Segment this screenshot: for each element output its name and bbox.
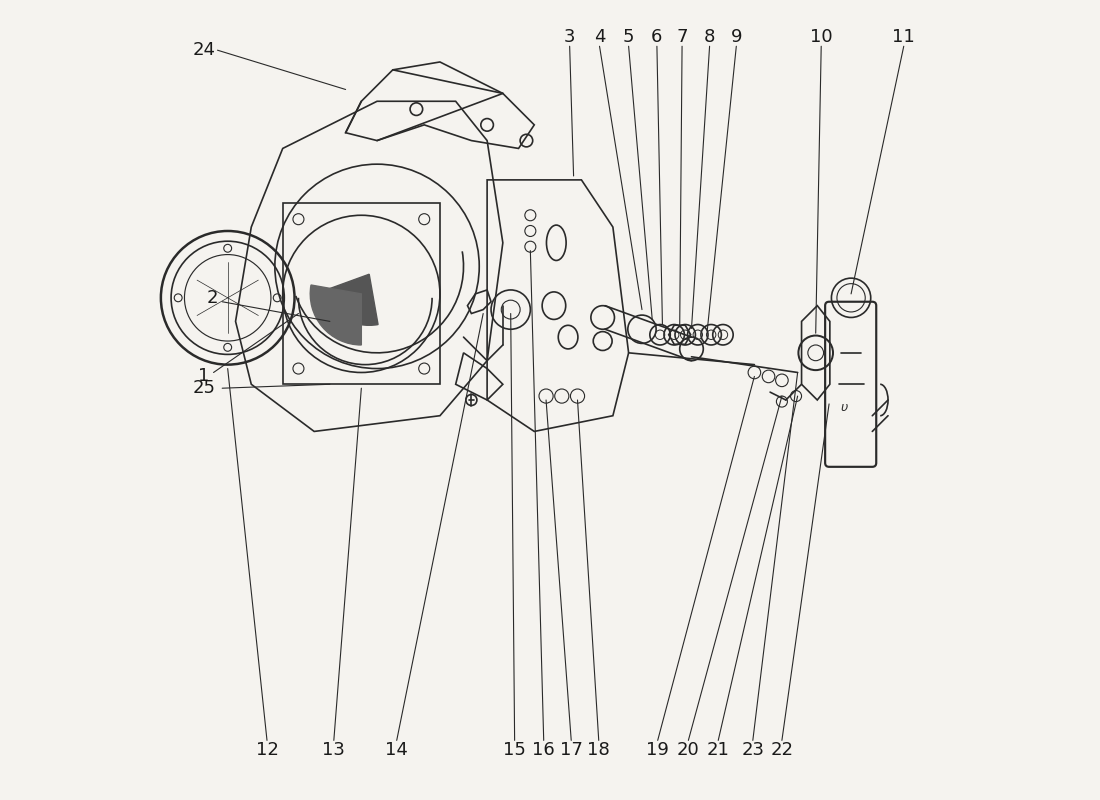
Text: 15: 15 [503, 741, 526, 759]
Text: 13: 13 [322, 741, 345, 759]
Text: 5: 5 [623, 28, 635, 46]
Text: 22: 22 [770, 741, 793, 759]
Text: 4: 4 [594, 28, 605, 46]
Text: 12: 12 [255, 741, 278, 759]
Text: 10: 10 [810, 28, 833, 46]
Text: 21: 21 [707, 741, 729, 759]
Text: 23: 23 [741, 741, 764, 759]
Text: 19: 19 [647, 741, 669, 759]
Text: 6: 6 [651, 28, 662, 46]
Text: 9: 9 [730, 28, 743, 46]
Wedge shape [310, 285, 361, 345]
Text: 1: 1 [198, 367, 210, 386]
Text: 25: 25 [192, 379, 216, 398]
Text: 11: 11 [892, 28, 915, 46]
Text: 14: 14 [385, 741, 408, 759]
Text: 24: 24 [192, 41, 216, 59]
Text: 20: 20 [676, 741, 700, 759]
Text: 3: 3 [564, 28, 575, 46]
Text: 2: 2 [206, 289, 218, 307]
Text: $\upsilon$: $\upsilon$ [840, 402, 849, 414]
Wedge shape [321, 274, 378, 326]
Text: 18: 18 [587, 741, 610, 759]
Text: 16: 16 [532, 741, 556, 759]
Circle shape [318, 290, 326, 298]
Text: 7: 7 [676, 28, 688, 46]
Text: 8: 8 [704, 28, 715, 46]
Text: 17: 17 [560, 741, 583, 759]
